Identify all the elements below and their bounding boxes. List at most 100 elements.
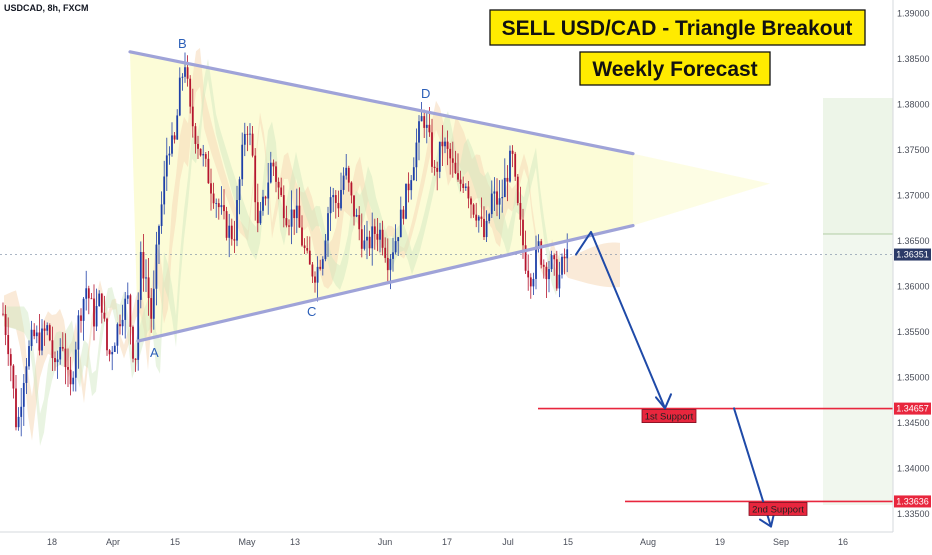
time-tick-label: 17 [442, 537, 452, 547]
candle-body [238, 179, 241, 201]
lower-trendline[interactable] [136, 223, 635, 343]
time-tick-label: Jul [502, 537, 514, 547]
candle-body [155, 244, 158, 289]
candle-body [301, 227, 303, 246]
candle-body [397, 237, 400, 242]
candle-body [251, 133, 254, 156]
price-axis[interactable] [893, 0, 932, 550]
candle-body [160, 204, 163, 227]
candle-body [394, 241, 397, 253]
candle-body [563, 256, 566, 259]
price-tick-label: 1.38000 [897, 100, 930, 110]
candle-body [327, 213, 329, 241]
candle-body [407, 183, 410, 191]
price-tick-label: 1.39000 [897, 9, 930, 19]
candle-body [431, 132, 433, 167]
candle-body [477, 216, 480, 221]
candle-body [472, 204, 475, 215]
candle-body [30, 329, 33, 347]
candle-body [51, 340, 54, 359]
candle-body [111, 351, 114, 355]
candle-body [316, 266, 319, 283]
candle-body [269, 162, 272, 183]
candle-body [386, 257, 389, 271]
time-tick-label: 15 [563, 537, 573, 547]
first-support-value: 1.34657 [896, 404, 929, 414]
candle-body [246, 133, 249, 135]
second-support-tag[interactable]: 2nd Support [748, 502, 808, 516]
candle-body [77, 315, 80, 350]
point-b-label: B [178, 36, 187, 51]
price-tick-label: 1.34000 [897, 463, 930, 473]
candle-body [337, 202, 340, 209]
candle-body [381, 229, 384, 248]
upper-trendline[interactable] [128, 50, 635, 156]
candle-body [423, 116, 426, 128]
second-support-badge: 1.33636 [894, 495, 931, 508]
candle-body [314, 276, 316, 283]
candle-body [228, 225, 231, 238]
candle-body [121, 319, 124, 327]
candle-body [514, 153, 517, 177]
candle-body [267, 182, 270, 199]
candle-body [490, 193, 493, 215]
candle-body [59, 346, 62, 360]
candle-body [475, 214, 478, 221]
candle-body [98, 293, 101, 307]
candle-body [236, 200, 238, 241]
candle-body [217, 203, 220, 208]
candle-body [277, 181, 280, 188]
candle-body [480, 216, 483, 219]
candle-body [418, 121, 420, 143]
candle-body [342, 175, 345, 190]
price-tick-label: 1.37000 [897, 191, 930, 201]
point-c-label: C [307, 304, 316, 319]
candle-body [119, 324, 121, 327]
candle-body [54, 358, 56, 363]
candle-body [368, 236, 371, 249]
first-support-tag[interactable]: 1st Support [641, 409, 697, 423]
candle-body [451, 158, 454, 163]
candle-body [150, 298, 153, 319]
candle-body [15, 388, 17, 428]
candle-body [449, 148, 452, 159]
candle-body [405, 183, 407, 219]
candle-body [290, 209, 293, 227]
time-axis[interactable] [0, 532, 932, 550]
candle-body [516, 176, 519, 203]
cloud-band [4, 47, 620, 441]
time-tick-label: 19 [715, 537, 725, 547]
candle-body [134, 358, 137, 360]
price-axis-ticks: 1.39000 1.38500 1.38000 1.37500 1.37000 1.365… [897, 9, 930, 519]
candle-body [87, 288, 90, 299]
candle-body [483, 218, 485, 238]
candle-body [165, 155, 168, 177]
candle-body [178, 77, 181, 116]
candle-body [191, 106, 194, 127]
candles [2, 52, 569, 437]
candle-body [100, 293, 103, 313]
candle-body [176, 115, 179, 140]
candle-body [488, 214, 491, 221]
candle-body [106, 318, 108, 351]
price-tick-label: 1.35000 [897, 372, 930, 382]
candle-body [168, 153, 171, 156]
candle-body [373, 226, 376, 234]
candle-body [194, 126, 197, 144]
candle-body [171, 135, 173, 154]
price-tick-label: 1.37500 [897, 145, 930, 155]
candle-body [202, 154, 205, 156]
candle-body [233, 239, 236, 241]
candle-body [308, 250, 311, 265]
time-tick-label: 13 [290, 537, 300, 547]
candle-body [464, 186, 467, 188]
candle-body [74, 349, 77, 378]
candle-body [410, 180, 413, 191]
candle-body [262, 196, 264, 211]
candle-body [438, 141, 441, 172]
candle-body [295, 205, 298, 219]
candle-body [56, 359, 59, 363]
candle-body [212, 193, 215, 204]
candle-body [347, 167, 350, 183]
